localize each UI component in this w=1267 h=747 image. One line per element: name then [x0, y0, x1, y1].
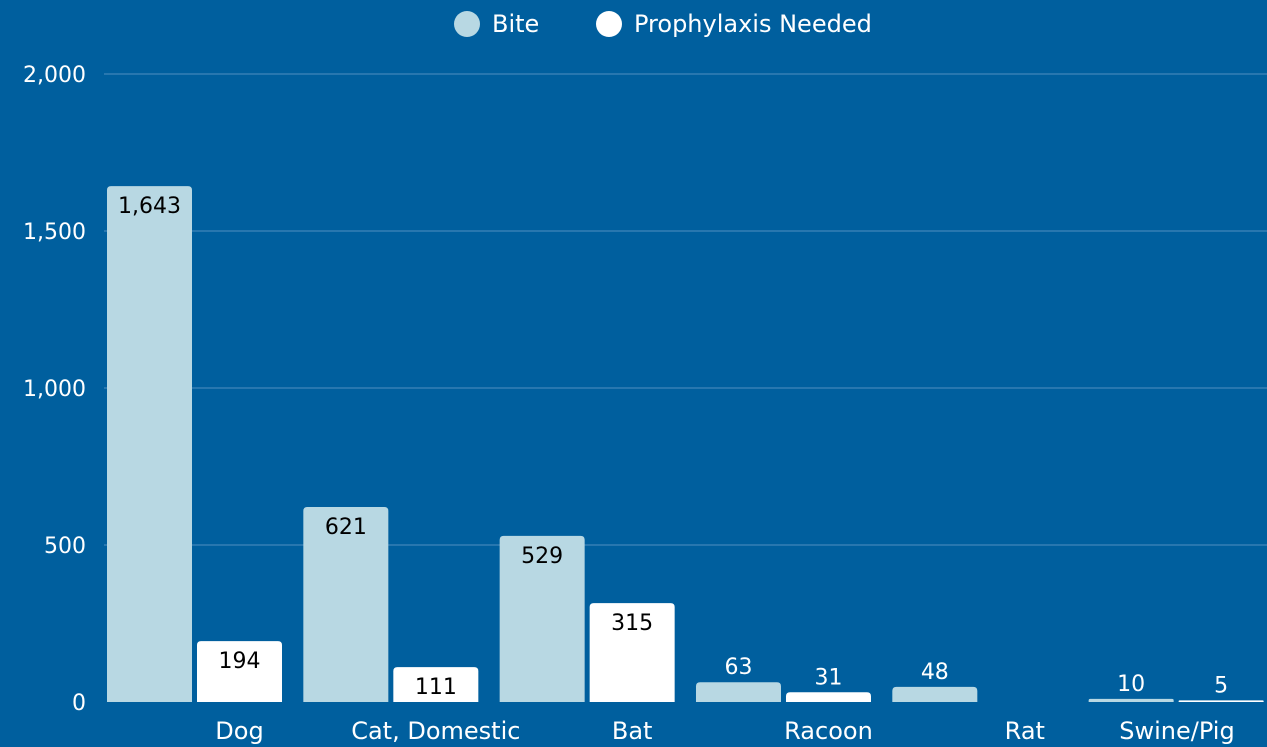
bar-prophylaxis-5 — [1178, 700, 1264, 702]
bar-bite-1 — [303, 507, 389, 702]
x-category-label: Rat — [1005, 717, 1045, 745]
data-label: 529 — [521, 544, 563, 569]
bar-bite-3 — [695, 682, 781, 702]
data-label: 48 — [921, 660, 949, 685]
x-category-label: Bat — [612, 717, 653, 745]
y-tick-label: 0 — [72, 691, 86, 716]
legend: Bite Prophylaxis Needed — [454, 10, 872, 38]
legend-swatch-icon — [454, 11, 480, 37]
data-label: 5 — [1214, 673, 1228, 698]
data-label: 621 — [325, 515, 367, 540]
y-axis: 0 500 1,000 1,500 2,000 — [23, 63, 86, 716]
bar-bite-0 — [107, 186, 192, 702]
data-label: 315 — [611, 611, 653, 636]
legend-label: Prophylaxis Needed — [634, 10, 872, 38]
data-label: 194 — [219, 649, 261, 674]
x-axis: Dog Cat, Domestic Bat Racoon Rat Swine/Pig — [215, 717, 1234, 745]
bar-bite-2 — [499, 535, 585, 702]
bar-prophylaxis-0 — [197, 641, 282, 702]
x-category-label: Swine/Pig — [1119, 717, 1234, 745]
x-category-label: Cat, Domestic — [351, 717, 520, 745]
legend-label: Bite — [492, 10, 539, 38]
bar-prophylaxis-1 — [393, 667, 479, 702]
legend-item-bite[interactable]: Bite — [454, 10, 539, 38]
legend-swatch-icon — [596, 11, 622, 37]
x-category-label: Racoon — [784, 717, 873, 745]
legend-item-prophylaxis[interactable]: Prophylaxis Needed — [596, 10, 872, 38]
data-label: 1,643 — [118, 194, 181, 219]
bars: 1,643 194 621 111 529 315 63 31 48 10 5 — [107, 186, 1264, 702]
data-label: 63 — [724, 655, 752, 680]
x-category-label: Dog — [215, 717, 263, 745]
data-label: 111 — [415, 675, 457, 700]
y-tick-label: 2,000 — [23, 63, 86, 88]
data-label: 31 — [814, 665, 842, 690]
bar-bite-4 — [892, 686, 978, 702]
gridlines — [104, 73, 1267, 546]
data-label: 10 — [1117, 672, 1145, 697]
bar-bite-5 — [1088, 698, 1174, 702]
y-tick-label: 1,000 — [23, 377, 86, 402]
y-tick-label: 500 — [44, 534, 86, 559]
bar-prophylaxis-2 — [589, 603, 675, 702]
bar-prophylaxis-3 — [785, 692, 871, 702]
y-tick-label: 1,500 — [23, 220, 86, 245]
